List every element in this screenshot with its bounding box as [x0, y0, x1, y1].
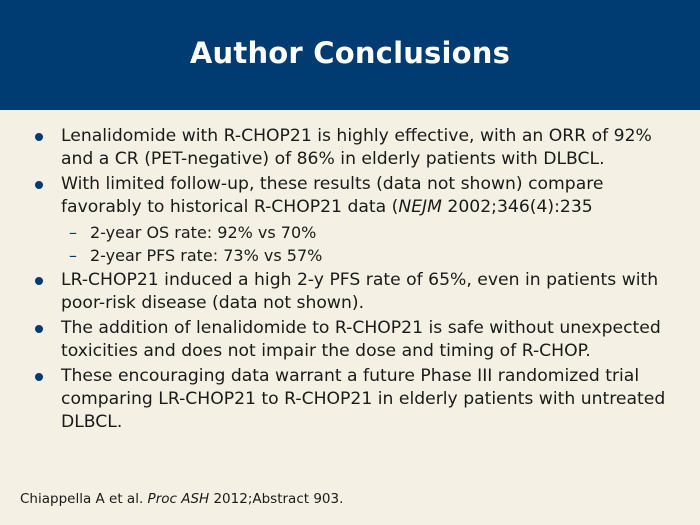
bullet-item: With limited follow-up, these results (d… — [0, 173, 700, 219]
citation-details: 2012;Abstract 903. — [209, 491, 344, 507]
bullet-dot-icon — [35, 277, 43, 285]
sub-bullet-item: – 2-year OS rate: 92% vs 70% — [0, 221, 700, 244]
bullet-text: Lenalidomide with R-CHOP21 is highly eff… — [61, 126, 652, 169]
title-banner: Author Conclusions — [0, 0, 700, 110]
bullet-text: The addition of lenalidomide to R-CHOP21… — [61, 318, 661, 361]
dash-icon: – — [69, 223, 77, 242]
bullet-text: LR-CHOP21 induced a high 2-y PFS rate of… — [61, 270, 659, 313]
sub-bullet-text: 2-year PFS rate: 73% vs 57% — [90, 246, 323, 265]
bullet-item: The addition of lenalidomide to R-CHOP21… — [0, 317, 700, 363]
bullet-list: Lenalidomide with R-CHOP21 is highly eff… — [0, 125, 700, 436]
bullet-text: With limited follow-up, these results (d… — [61, 174, 604, 217]
bullet-dot-icon — [35, 325, 43, 333]
bullet-item: Lenalidomide with R-CHOP21 is highly eff… — [0, 125, 700, 171]
journal-name: NEJM — [398, 197, 442, 217]
citation-journal: Proc ASH — [147, 491, 210, 507]
sub-bullet-item: – 2-year PFS rate: 73% vs 57% — [0, 244, 700, 267]
bullet-text: These encouraging data warrant a future … — [61, 366, 666, 432]
sub-bullet-text: 2-year OS rate: 92% vs 70% — [90, 223, 317, 242]
dash-icon: – — [69, 246, 77, 265]
citation: Chiappella A et al. Proc ASH 2012;Abstra… — [20, 491, 343, 507]
slide-title: Author Conclusions — [189, 36, 511, 70]
bullet-dot-icon — [35, 373, 43, 381]
bullet-item: LR-CHOP21 induced a high 2-y PFS rate of… — [0, 269, 700, 315]
bullet-text-tail: 2002;346(4):235 — [441, 197, 593, 217]
bullet-item: These encouraging data warrant a future … — [0, 365, 700, 434]
bullet-dot-icon — [35, 133, 43, 141]
citation-authors: Chiappella A et al. — [20, 491, 148, 507]
bullet-dot-icon — [35, 181, 43, 189]
